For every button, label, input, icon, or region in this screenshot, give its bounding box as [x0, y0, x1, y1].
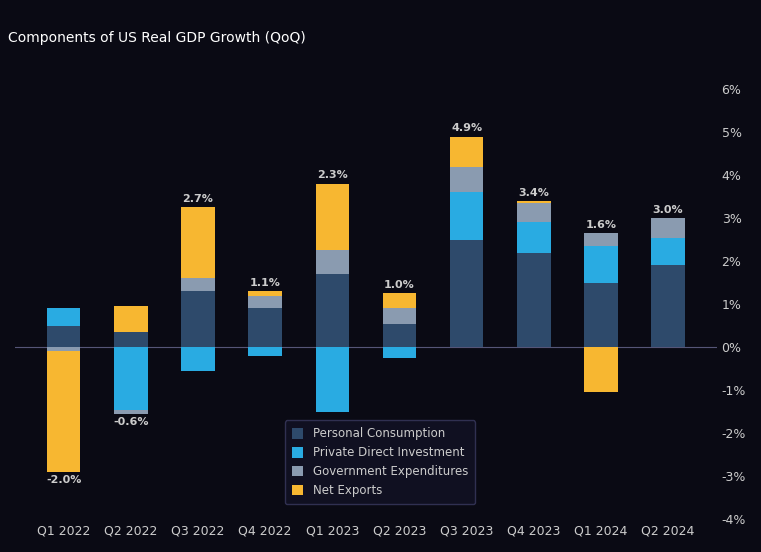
Bar	[450, 193, 483, 240]
Bar	[517, 253, 550, 347]
Bar	[584, 283, 618, 347]
Bar	[316, 347, 349, 412]
Bar	[383, 323, 416, 347]
Bar	[47, 326, 81, 347]
Bar	[248, 347, 282, 356]
Bar	[584, 347, 618, 392]
Bar	[651, 218, 685, 237]
Bar	[383, 347, 416, 358]
Bar	[517, 222, 550, 253]
Text: 3.0%: 3.0%	[653, 205, 683, 215]
Bar	[181, 278, 215, 291]
Bar	[47, 309, 81, 326]
Bar	[450, 167, 483, 193]
Bar	[383, 309, 416, 323]
Bar	[383, 294, 416, 309]
Text: 1.6%: 1.6%	[585, 220, 616, 230]
Text: -0.6%: -0.6%	[113, 417, 148, 427]
Bar	[517, 201, 550, 203]
Text: 2.3%: 2.3%	[317, 171, 348, 181]
Bar	[114, 410, 148, 414]
Text: Components of US Real GDP Growth (QoQ): Components of US Real GDP Growth (QoQ)	[8, 31, 306, 45]
Bar	[450, 136, 483, 167]
Bar	[114, 347, 148, 410]
Bar	[450, 240, 483, 347]
Bar	[114, 332, 148, 347]
Bar	[248, 309, 282, 347]
Text: 1.0%: 1.0%	[384, 280, 415, 290]
Text: 4.9%: 4.9%	[451, 123, 482, 133]
Bar	[181, 347, 215, 371]
Bar	[651, 237, 685, 266]
Bar	[47, 347, 81, 352]
Bar	[584, 246, 618, 283]
Bar	[248, 291, 282, 295]
Text: -2.0%: -2.0%	[46, 475, 81, 485]
Bar	[517, 203, 550, 222]
Bar	[114, 306, 148, 332]
Legend: Personal Consumption, Private Direct Investment, Government Expenditures, Net Ex: Personal Consumption, Private Direct Inv…	[285, 420, 476, 504]
Bar	[316, 251, 349, 274]
Bar	[181, 291, 215, 347]
Bar	[248, 295, 282, 309]
Bar	[651, 266, 685, 347]
Bar	[316, 184, 349, 251]
Text: 2.7%: 2.7%	[183, 194, 213, 204]
Text: 3.4%: 3.4%	[518, 188, 549, 198]
Text: 1.1%: 1.1%	[250, 278, 281, 288]
Bar	[584, 233, 618, 246]
Bar	[181, 208, 215, 278]
Bar	[47, 352, 81, 472]
Bar	[316, 274, 349, 347]
